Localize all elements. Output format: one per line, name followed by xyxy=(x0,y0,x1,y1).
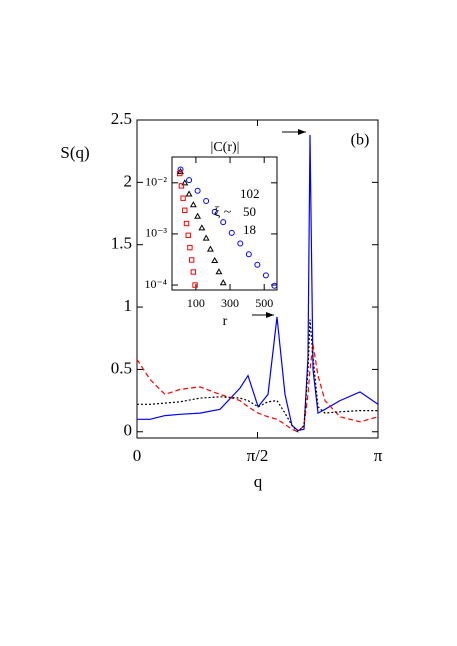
x-tick-label: π xyxy=(374,446,383,465)
marker xyxy=(186,177,193,184)
marker xyxy=(219,279,227,286)
marker xyxy=(183,220,190,227)
marker xyxy=(262,272,269,279)
y-tick-label: 1.5 xyxy=(111,234,132,253)
y-tick-label: 1 xyxy=(124,296,133,315)
marker xyxy=(254,261,261,268)
inset-x-label: r xyxy=(223,314,228,329)
marker xyxy=(187,244,193,251)
marker xyxy=(220,219,227,226)
marker xyxy=(203,198,210,205)
annotation: 102 xyxy=(240,186,260,201)
data-line xyxy=(137,319,378,433)
x-tick-label: 500 xyxy=(255,296,273,310)
x-tick-label: π/2 xyxy=(247,446,269,465)
x-tick-label: 300 xyxy=(221,296,239,310)
y-tick-label: 2.5 xyxy=(111,109,132,128)
data-line xyxy=(137,134,379,432)
y-tick-label: 2 xyxy=(124,171,133,190)
y-axis-label: S(q) xyxy=(60,143,89,162)
marker xyxy=(177,166,184,173)
plot-frame xyxy=(171,156,278,291)
marker xyxy=(178,183,185,189)
annotation: (b) xyxy=(351,132,370,149)
y-tick-label: 10⁻⁴ xyxy=(144,277,167,291)
marker xyxy=(192,282,198,288)
x-axis-label: q xyxy=(254,472,263,491)
marker xyxy=(190,269,197,275)
y-tick-label: 10⁻³ xyxy=(145,226,167,240)
annotation: 50 xyxy=(243,204,256,219)
marker xyxy=(211,208,218,215)
marker xyxy=(188,257,195,263)
marker xyxy=(271,282,278,289)
marker xyxy=(211,256,219,263)
annotation: ξ ~ xyxy=(214,205,232,220)
marker xyxy=(185,190,193,197)
marker xyxy=(206,245,214,252)
marker xyxy=(194,187,201,194)
marker xyxy=(185,232,191,239)
marker xyxy=(181,179,189,186)
marker xyxy=(194,212,202,219)
y-tick-label: 10⁻² xyxy=(145,175,167,189)
marker xyxy=(176,170,183,177)
marker xyxy=(182,207,188,213)
marker xyxy=(228,229,235,236)
y-tick-label: 0.5 xyxy=(111,358,132,377)
y-tick-label: 0 xyxy=(124,421,133,440)
x-tick-label: 100 xyxy=(187,296,205,310)
marker xyxy=(215,268,223,275)
marker xyxy=(237,240,244,247)
annotation: 18 xyxy=(243,222,256,237)
marker xyxy=(180,195,186,201)
marker xyxy=(189,201,197,208)
inset-title: |C(r)| xyxy=(211,140,240,155)
x-tick-label: 0 xyxy=(133,446,142,465)
marker xyxy=(198,224,206,231)
marker xyxy=(202,234,210,241)
data-line xyxy=(136,344,379,433)
marker xyxy=(245,251,252,258)
